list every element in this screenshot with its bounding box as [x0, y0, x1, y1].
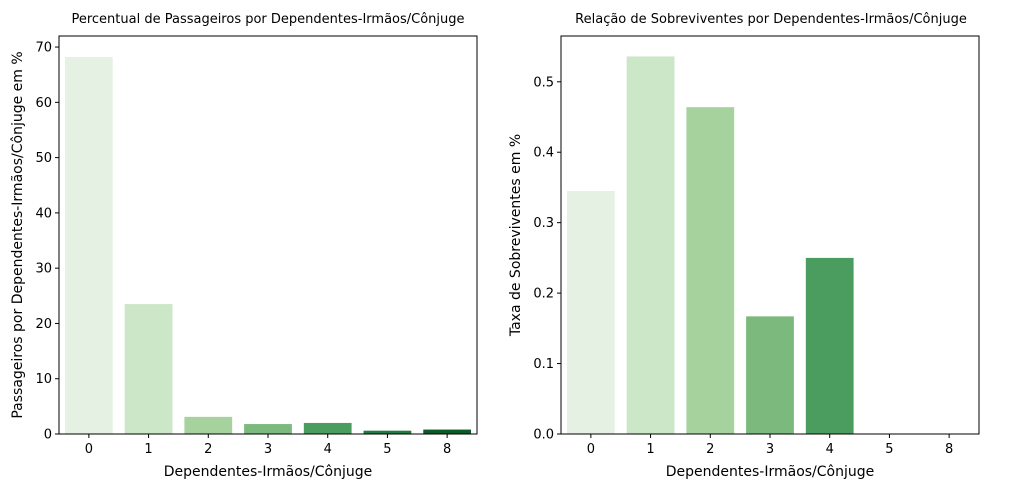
y-tick-label: 0.5 — [533, 75, 554, 90]
bar-3 — [244, 424, 292, 434]
bar-0 — [566, 190, 615, 434]
bar-5 — [363, 430, 412, 434]
y-tick-label: 10 — [35, 372, 52, 387]
bars-group — [64, 57, 472, 434]
y-tick-label: 0.1 — [533, 357, 554, 372]
bar-4 — [805, 257, 854, 434]
bar-1 — [626, 56, 675, 435]
bar-3 — [746, 316, 794, 434]
y-tick-label: 0.0 — [533, 428, 554, 443]
y-tick-label: 0.3 — [533, 216, 554, 231]
y-tick-label: 70 — [35, 41, 52, 56]
y-tick-label: 30 — [35, 262, 52, 277]
x-tick-label: 0 — [587, 442, 595, 457]
x-tick-label: 8 — [945, 442, 953, 457]
x-tick-label: 3 — [264, 442, 272, 457]
y-tick-label: 20 — [35, 317, 52, 332]
y-tick-label: 40 — [35, 206, 52, 221]
bars-group — [566, 56, 854, 435]
x-axis-ticks: 0 1 2 3 4 5 8 — [587, 434, 953, 457]
x-tick-label: 0 — [85, 442, 93, 457]
y-axis-label: Passageiros por Dependentes-Irmãos/Cônju… — [10, 51, 26, 418]
bar-2 — [184, 416, 233, 434]
x-axis-label: Dependentes-Irmãos/Cônjuge — [666, 464, 875, 480]
x-tick-label: 5 — [383, 442, 391, 457]
chart-survival-rate: Relação de Sobreviventes por Dependentes… — [508, 12, 980, 480]
x-tick-label: 3 — [766, 442, 774, 457]
x-tick-label: 1 — [646, 442, 654, 457]
x-tick-label: 4 — [826, 442, 834, 457]
y-axis-ticks: 0 10 20 30 40 50 60 70 — [35, 41, 59, 443]
chart-title: Percentual de Passageiros por Dependente… — [71, 12, 464, 27]
x-tick-label: 2 — [204, 442, 212, 457]
x-tick-label: 4 — [324, 442, 332, 457]
x-axis-label: Dependentes-Irmãos/Cônjuge — [164, 464, 373, 480]
bar-2 — [686, 107, 735, 435]
bar-8 — [423, 429, 472, 434]
y-axis-ticks: 0.0 0.1 0.2 0.3 0.4 0.5 — [533, 75, 561, 443]
plot-frame — [58, 35, 478, 435]
bar-0 — [64, 57, 113, 434]
y-tick-label: 50 — [35, 151, 52, 166]
x-tick-label: 5 — [885, 442, 893, 457]
y-tick-label: 60 — [35, 96, 52, 111]
x-tick-label: 2 — [706, 442, 714, 457]
y-tick-label: 0.4 — [533, 146, 554, 161]
y-tick-label: 0.2 — [533, 287, 554, 302]
y-axis-label: Taxa de Sobreviventes em % — [508, 134, 524, 337]
bar-4 — [303, 422, 352, 434]
chart-passengers-percent: Percentual de Passageiros por Dependente… — [10, 12, 478, 480]
chart-title: Relação de Sobreviventes por Dependentes… — [575, 12, 967, 27]
x-tick-label: 1 — [144, 442, 152, 457]
x-axis-ticks: 0 1 2 3 4 5 8 — [85, 434, 451, 457]
bar-1 — [124, 304, 173, 434]
x-tick-label: 8 — [443, 442, 451, 457]
y-tick-label: 0 — [44, 428, 52, 443]
